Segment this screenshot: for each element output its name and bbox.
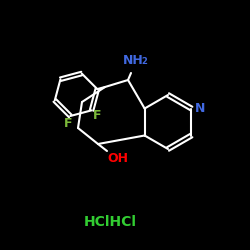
Text: F: F (93, 110, 102, 122)
Text: F: F (64, 117, 72, 130)
Text: OH: OH (108, 152, 128, 164)
Text: N: N (194, 102, 205, 115)
Text: NH: NH (122, 54, 144, 66)
Text: 2: 2 (141, 58, 147, 66)
Text: HClHCl: HClHCl (84, 215, 136, 229)
